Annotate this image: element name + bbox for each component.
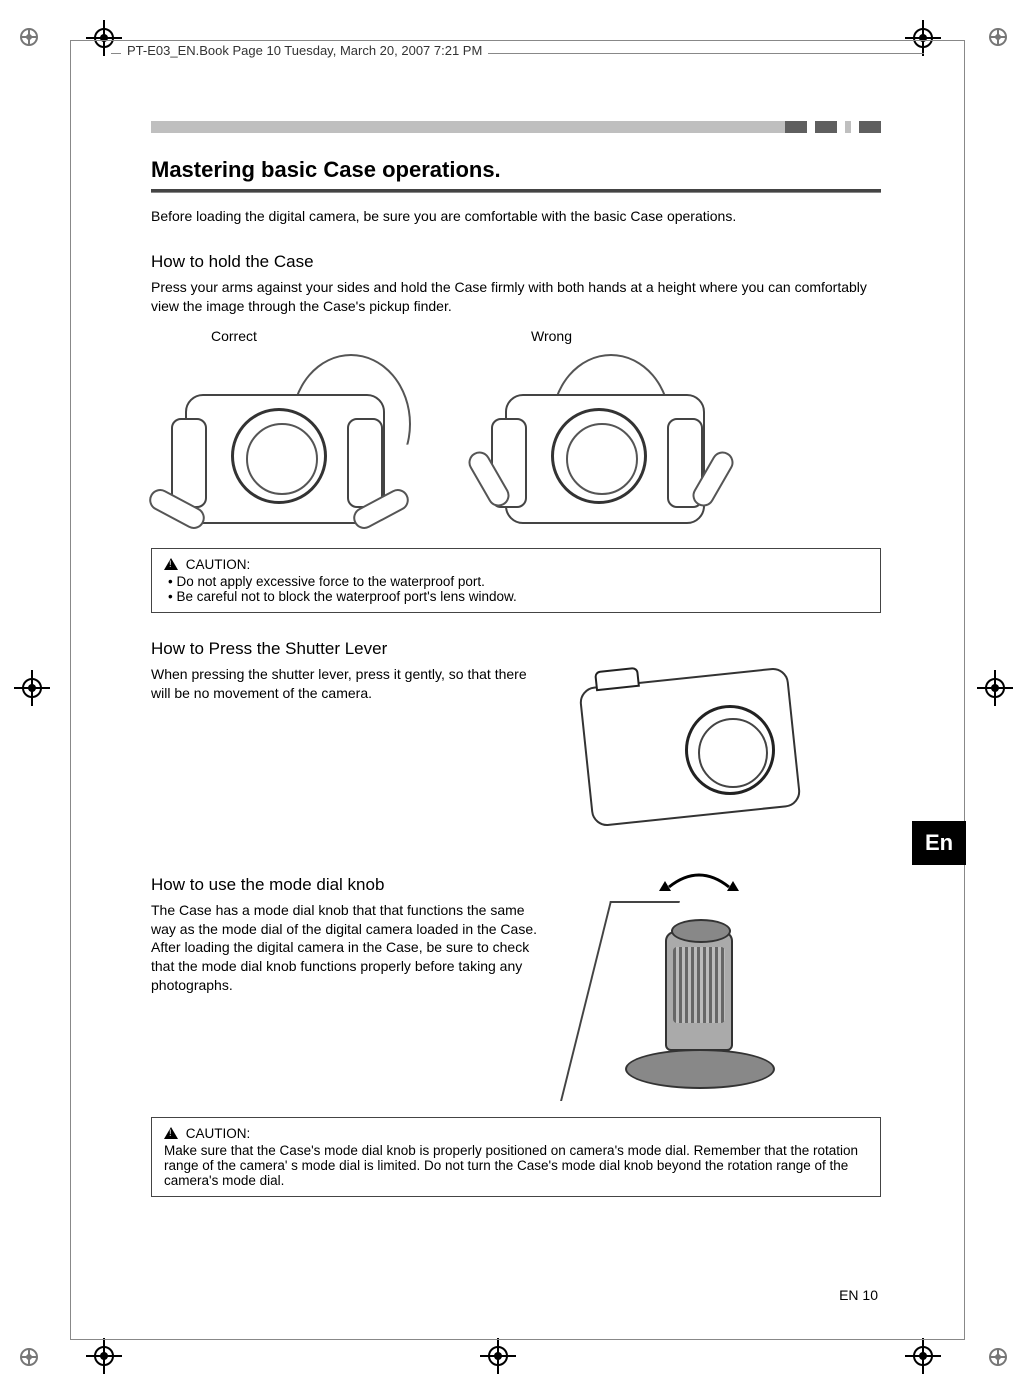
caution-1-label: CAUTION: (164, 557, 868, 572)
language-tab: En (912, 821, 966, 865)
caution-1-item: Be careful not to block the waterproof p… (168, 589, 868, 604)
registration-mark-icon (989, 28, 1007, 46)
page-title: Mastering basic Case operations. (151, 157, 881, 183)
figure-correct: Correct (151, 328, 431, 528)
caution-box-2: CAUTION: Make sure that the Case's mode … (151, 1117, 881, 1197)
crop-target-icon (86, 1338, 122, 1374)
decorative-top-bar (151, 121, 881, 133)
figure-correct-illustration (151, 348, 431, 528)
section-hold-body: Press your arms against your sides and h… (151, 278, 881, 316)
crop-target-icon (480, 1338, 516, 1374)
figure-wrong-label: Wrong (531, 328, 751, 344)
intro-text: Before loading the digital camera, be su… (151, 207, 881, 226)
section-mode-body: The Case has a mode dial knob that that … (151, 901, 541, 995)
caution-2-body: Make sure that the Case's mode dial knob… (164, 1143, 868, 1188)
crop-target-icon (905, 1338, 941, 1374)
caution-2-label-text: CAUTION: (186, 1126, 251, 1141)
caution-1-label-text: CAUTION: (186, 557, 251, 572)
crop-target-icon (977, 670, 1013, 706)
section-shutter-heading: How to Press the Shutter Lever (151, 639, 881, 659)
figure-correct-label: Correct (211, 328, 431, 344)
registration-mark-icon (20, 1348, 38, 1366)
figure-wrong-illustration (471, 348, 751, 528)
caution-box-1: CAUTION: Do not apply excessive force to… (151, 548, 881, 613)
page-frame: PT-E03_EN.Book Page 10 Tuesday, March 20… (70, 40, 965, 1340)
caution-1-item: Do not apply excessive force to the wate… (168, 574, 868, 589)
section-mode-row: The Case has a mode dial knob that that … (151, 901, 881, 1101)
warning-icon (164, 1127, 178, 1139)
title-underline (151, 189, 881, 193)
page-content: Mastering basic Case operations. Before … (151, 121, 881, 1197)
registration-mark-icon (989, 1348, 1007, 1366)
figure-wrong: Wrong (471, 328, 751, 528)
section-mode-heading: How to use the mode dial knob (151, 875, 881, 895)
figure-mode-dial-knob (565, 901, 881, 1101)
hold-figure-row: Correct Wrong (151, 328, 881, 528)
section-shutter-body: When pressing the shutter lever, press i… (151, 665, 541, 703)
registration-mark-icon (20, 28, 38, 46)
section-shutter-row: When pressing the shutter lever, press i… (151, 665, 881, 835)
figure-shutter-lever (565, 665, 881, 835)
page-number: EN 10 (839, 1287, 878, 1303)
rotate-arrow-icon (659, 867, 739, 897)
caution-2-label: CAUTION: (164, 1126, 868, 1141)
crop-target-icon (14, 670, 50, 706)
print-header: PT-E03_EN.Book Page 10 Tuesday, March 20… (121, 43, 488, 58)
warning-icon (164, 558, 178, 570)
section-hold-heading: How to hold the Case (151, 252, 881, 272)
